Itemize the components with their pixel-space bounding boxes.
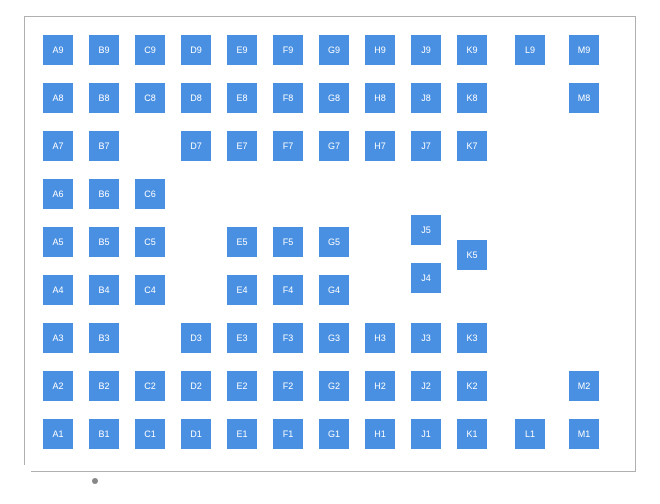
pad-b1: B1 <box>89 419 119 449</box>
pad-a1: A1 <box>43 419 73 449</box>
pad-m1: M1 <box>569 419 599 449</box>
pad-g8: G8 <box>319 83 349 113</box>
pad-e1: E1 <box>227 419 257 449</box>
pad-d8: D8 <box>181 83 211 113</box>
pad-k5: K5 <box>457 240 487 270</box>
pad-b7: B7 <box>89 131 119 161</box>
pad-l9: L9 <box>515 35 545 65</box>
pad-a5: A5 <box>43 227 73 257</box>
pad-a3: A3 <box>43 323 73 353</box>
pad-c6: C6 <box>135 179 165 209</box>
pad-h3: H3 <box>365 323 395 353</box>
pad-d2: D2 <box>181 371 211 401</box>
pad-b6: B6 <box>89 179 119 209</box>
pad-k1: K1 <box>457 419 487 449</box>
pad-a7: A7 <box>43 131 73 161</box>
pad-a9: A9 <box>43 35 73 65</box>
pad-j4: J4 <box>411 263 441 293</box>
pad-m9: M9 <box>569 35 599 65</box>
pad-f1: F1 <box>273 419 303 449</box>
pad-e7: E7 <box>227 131 257 161</box>
pad-d9: D9 <box>181 35 211 65</box>
pin1-marker <box>92 478 98 484</box>
pad-g2: G2 <box>319 371 349 401</box>
pad-a6: A6 <box>43 179 73 209</box>
pad-b3: B3 <box>89 323 119 353</box>
pad-j1: J1 <box>411 419 441 449</box>
pad-a8: A8 <box>43 83 73 113</box>
pad-b2: B2 <box>89 371 119 401</box>
pad-e3: E3 <box>227 323 257 353</box>
pad-j2: J2 <box>411 371 441 401</box>
pad-g4: G4 <box>319 275 349 305</box>
pad-d1: D1 <box>181 419 211 449</box>
pad-d7: D7 <box>181 131 211 161</box>
pad-k7: K7 <box>457 131 487 161</box>
pad-j8: J8 <box>411 83 441 113</box>
pad-f3: F3 <box>273 323 303 353</box>
pad-a2: A2 <box>43 371 73 401</box>
pad-a4: A4 <box>43 275 73 305</box>
pad-m8: M8 <box>569 83 599 113</box>
pad-f7: F7 <box>273 131 303 161</box>
pad-e9: E9 <box>227 35 257 65</box>
pad-c9: C9 <box>135 35 165 65</box>
pad-b9: B9 <box>89 35 119 65</box>
pad-b4: B4 <box>89 275 119 305</box>
pad-h8: H8 <box>365 83 395 113</box>
pad-k9: K9 <box>457 35 487 65</box>
pad-f9: F9 <box>273 35 303 65</box>
pad-g3: G3 <box>319 323 349 353</box>
pad-d3: D3 <box>181 323 211 353</box>
pad-c2: C2 <box>135 371 165 401</box>
pad-j5: J5 <box>411 215 441 245</box>
pad-k8: K8 <box>457 83 487 113</box>
pad-l1: L1 <box>515 419 545 449</box>
pad-c8: C8 <box>135 83 165 113</box>
pad-c1: C1 <box>135 419 165 449</box>
pad-f5: F5 <box>273 227 303 257</box>
pad-j3: J3 <box>411 323 441 353</box>
pad-g7: G7 <box>319 131 349 161</box>
pad-g9: G9 <box>319 35 349 65</box>
pad-e2: E2 <box>227 371 257 401</box>
pad-j9: J9 <box>411 35 441 65</box>
pad-f8: F8 <box>273 83 303 113</box>
pad-b5: B5 <box>89 227 119 257</box>
pad-m2: M2 <box>569 371 599 401</box>
pad-h2: H2 <box>365 371 395 401</box>
pad-e4: E4 <box>227 275 257 305</box>
pad-h9: H9 <box>365 35 395 65</box>
pad-k3: K3 <box>457 323 487 353</box>
pad-f2: F2 <box>273 371 303 401</box>
pad-k2: K2 <box>457 371 487 401</box>
pad-g5: G5 <box>319 227 349 257</box>
pad-b8: B8 <box>89 83 119 113</box>
pad-e5: E5 <box>227 227 257 257</box>
pad-c4: C4 <box>135 275 165 305</box>
pad-h7: H7 <box>365 131 395 161</box>
pad-c5: C5 <box>135 227 165 257</box>
pad-g1: G1 <box>319 419 349 449</box>
pad-f4: F4 <box>273 275 303 305</box>
pad-e8: E8 <box>227 83 257 113</box>
pad-h1: H1 <box>365 419 395 449</box>
pad-j7: J7 <box>411 131 441 161</box>
